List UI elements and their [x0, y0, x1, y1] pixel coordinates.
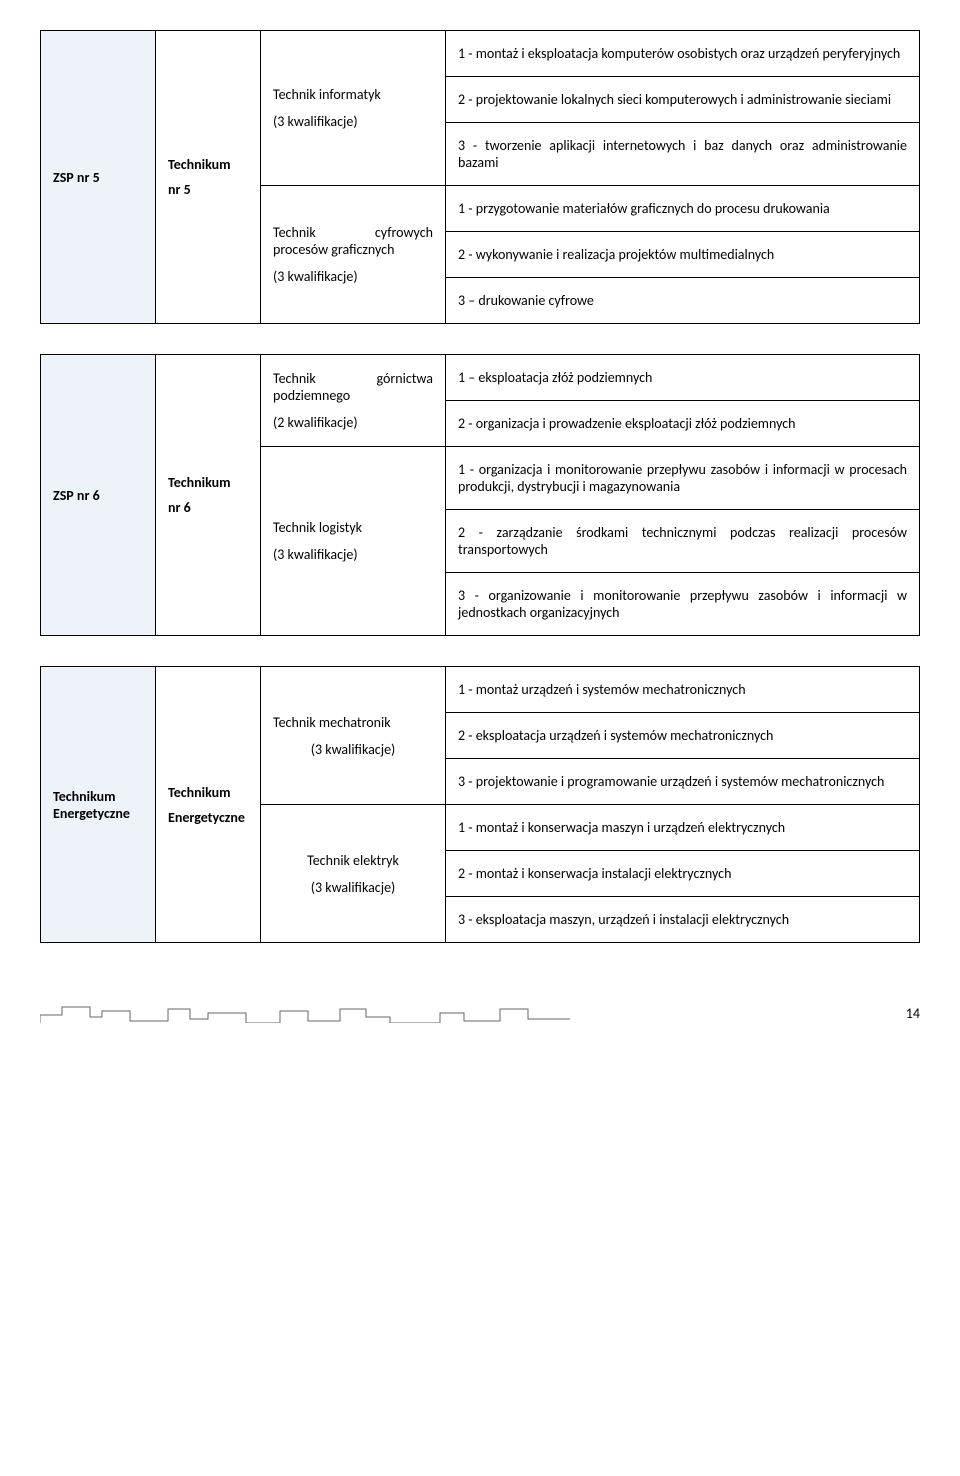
qual-item: 3 - eksploatacja maszyn, urządzeń i inst…	[446, 897, 920, 943]
qual-item: 2 - montaż i konserwacja instalacji elek…	[446, 851, 920, 897]
col2-line1: Technikum	[168, 474, 231, 491]
qual-item: 3 - tworzenie aplikacji internetowych i …	[446, 123, 920, 186]
profession-name: Technik informatyk	[273, 86, 381, 103]
col1-energ: Technikum Energetyczne	[41, 667, 156, 943]
col2-line2: Energetyczne	[168, 809, 248, 826]
col1-line1: Technikum	[53, 788, 116, 805]
profession-cell: Technik logistyk (3 kwalifikacje)	[261, 447, 446, 636]
qual-item: 2 - organizacja i prowadzenie eksploatac…	[446, 401, 920, 447]
col2-zsp6: Technikum nr 6	[156, 355, 261, 636]
profession-cell: Technik elektryk (3 kwalifikacje)	[261, 805, 446, 943]
qual-item: 1 - organizacja i monitorowanie przepływ…	[446, 447, 920, 510]
qual-item: 1 - przygotowanie materiałów graficznych…	[446, 186, 920, 232]
col2-line1: Technikum	[168, 156, 231, 173]
page-footer: 14	[40, 1003, 920, 1022]
qual-item: 2 - projektowanie lokalnych sieci komput…	[446, 77, 920, 123]
profession-name: Technik logistyk	[273, 519, 362, 536]
table-zsp6: ZSP nr 6 Technikum nr 6 Technik górnictw…	[40, 354, 920, 636]
profession-name: Technik cyfrowych	[273, 224, 433, 241]
col2-line1: Technikum	[168, 784, 231, 801]
profession-cell: Technik informatyk (3 kwalifikacje)	[261, 31, 446, 186]
profession-name: Technik mechatronik	[273, 714, 391, 731]
qual-item: 2 - zarządzanie środkami technicznymi po…	[446, 510, 920, 573]
col2-line2: nr 5	[168, 181, 248, 198]
profession-cell: Technik górnictwa podziemnego (2 kwalifi…	[261, 355, 446, 447]
qualification-count: (3 kwalifikacje)	[273, 268, 433, 285]
profession-name: Technik elektryk	[307, 852, 399, 869]
qualification-count: (3 kwalifikacje)	[273, 113, 433, 130]
qualification-count: (3 kwalifikacje)	[273, 879, 433, 896]
page-number: 14	[40, 1005, 920, 1022]
profession-name-line2: procesów graficznych	[273, 241, 433, 258]
qual-item: 2 - eksploatacja urządzeń i systemów mec…	[446, 713, 920, 759]
profession-name: Technik górnictwa	[273, 370, 433, 387]
qual-item: 1 - montaż urządzeń i systemów mechatron…	[446, 667, 920, 713]
qual-item: 1 - montaż i eksploatacja komputerów oso…	[446, 31, 920, 77]
qual-item: 3 - organizowanie i monitorowanie przepł…	[446, 573, 920, 636]
qual-item: 3 - projektowanie i programowanie urządz…	[446, 759, 920, 805]
col1-zsp6: ZSP nr 6	[41, 355, 156, 636]
col2-zsp5: Technikum nr 5	[156, 31, 261, 324]
qual-item: 3 – drukowanie cyfrowe	[446, 278, 920, 324]
qualification-count: (3 kwalifikacje)	[273, 741, 433, 758]
table-zsp5: ZSP nr 5 Technikum nr 5 Technik informat…	[40, 30, 920, 324]
col2-line2: nr 6	[168, 499, 248, 516]
profession-cell: Technik mechatronik (3 kwalifikacje)	[261, 667, 446, 805]
qualification-count: (3 kwalifikacje)	[273, 546, 433, 563]
col1-line2: Energetyczne	[53, 805, 130, 822]
profession-name-line2: podziemnego	[273, 387, 433, 404]
table-energetyczne: Technikum Energetyczne Technikum Energet…	[40, 666, 920, 943]
qual-item: 2 - wykonywanie i realizacja projektów m…	[446, 232, 920, 278]
col1-zsp5: ZSP nr 5	[41, 31, 156, 324]
qual-item: 1 - montaż i konserwacja maszyn i urządz…	[446, 805, 920, 851]
qualification-count: (2 kwalifikacje)	[273, 414, 433, 431]
col2-energ: Technikum Energetyczne	[156, 667, 261, 943]
profession-cell: Technik cyfrowych procesów graficznych (…	[261, 186, 446, 324]
qual-item: 1 – eksploatacja złóż podziemnych	[446, 355, 920, 401]
